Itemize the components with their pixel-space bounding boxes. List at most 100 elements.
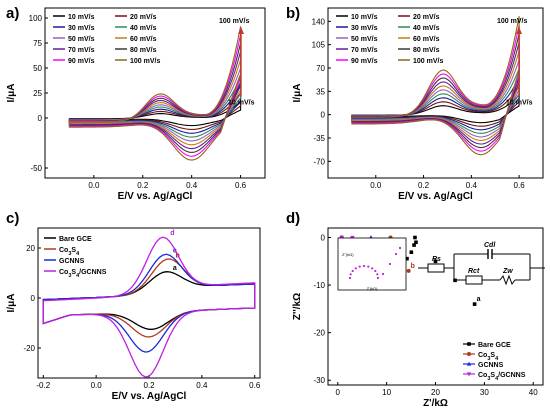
a-annotation-bottom: 10 mV/s: [228, 99, 255, 106]
d-inset-point: [348, 276, 352, 280]
b-xtick-label: 0.2: [418, 181, 430, 190]
d-inset-point: [367, 265, 370, 268]
chart-panel-b: 0.0 0.2 0.4 0.6 -70 -35 0 35 70 105 140 E/V vs. Ag/…: [292, 7, 544, 202]
d-legend-label: GCNNS: [478, 362, 504, 369]
c-curve-label-b: b: [176, 253, 180, 260]
d-inset-point: [381, 272, 385, 276]
d-xaxis-label: Z'/kΩ: [423, 398, 448, 409]
a-ytick-label: 0: [38, 114, 43, 123]
b-annotation-bottom: 10 mV/s: [506, 99, 533, 106]
b-ytick-label: 35: [316, 87, 325, 96]
d-circuit-zw-label: Zw: [502, 268, 513, 275]
d-legend-label: Co3S4: [478, 352, 499, 362]
d-inset-point: [394, 252, 398, 256]
b-ytick-label: -70: [313, 157, 325, 166]
b-yaxis-label: I/μA: [292, 84, 303, 103]
d-point-a: [413, 235, 417, 240]
d-legend-marker: [467, 352, 471, 356]
panel-label-b: b): [286, 5, 300, 22]
d-inset-xlabel: Z'(kΩ): [367, 286, 379, 291]
b-ytick-label: -35: [313, 134, 325, 143]
d-ytick-label: 0: [321, 234, 326, 243]
b-legend-label: 100 mV/s: [413, 58, 443, 65]
b-legend-label: 60 mV/s: [413, 36, 440, 43]
b-legend-label: 70 mV/s: [351, 47, 378, 54]
a-xtick-label: 0.6: [235, 181, 247, 190]
d-inset-point: [371, 267, 374, 270]
panel-label-a: a): [6, 5, 19, 22]
d-xtick-label: 10: [382, 388, 391, 397]
a-plot-frame: [44, 7, 266, 179]
chart-panel-c: -0.2 0.0 0.2 0.4 0.6 -20 0 20 E/V vs. Ag/AgCl I/μ…: [6, 227, 261, 402]
d-legend-label: Bare GCE: [478, 342, 511, 349]
b-xtick-label: 0.0: [370, 181, 382, 190]
b-legend-label: 40 mV/s: [413, 25, 440, 32]
d-point-a: [409, 250, 414, 255]
d-curve-label-b: b: [411, 263, 415, 270]
d-xtick-label: 20: [431, 388, 440, 397]
a-legend-label: 50 mV/s: [68, 36, 95, 43]
a-legend-label: 40 mV/s: [130, 25, 157, 32]
d-inset-point: [376, 276, 380, 280]
panel-label-d: d): [286, 210, 300, 227]
b-plot-frame: [327, 7, 544, 179]
c-curve-label-c: c: [173, 248, 177, 255]
a-legend-label: 80 mV/s: [130, 47, 157, 54]
b-annotation-top: 100 mV/s: [497, 18, 527, 25]
c-xtick-label: 0.4: [196, 381, 208, 390]
d-inset-point: [351, 269, 354, 273]
d-point-b: [406, 268, 411, 273]
a-cv-curve-5: [68, 67, 242, 142]
d-inset-point: [376, 273, 379, 276]
b-ytick-label: 70: [316, 64, 325, 73]
b-xaxis-label: E/V vs. Ag/AgCl: [398, 191, 473, 202]
d-inset-frame: [337, 237, 407, 291]
c-ytick-label: 0: [31, 294, 36, 303]
a-scan-rate-arrowhead: [238, 27, 244, 34]
c-xtick-label: 0.0: [91, 381, 103, 390]
d-inset-point: [362, 264, 366, 268]
b-legend-label: 90 mV/s: [351, 58, 378, 65]
c-legend-label: Co3S4: [59, 247, 80, 257]
c-cv-curve-d: [42, 236, 256, 378]
c-legend-label: Bare GCE: [59, 236, 92, 243]
c-yaxis-label: I/μA: [6, 294, 17, 313]
d-yaxis-label: Z''/kΩ: [292, 293, 303, 320]
c-curve-label-d: d: [170, 230, 174, 237]
d-point-a: [433, 259, 438, 264]
c-curve-label-a: a: [173, 265, 177, 272]
d-legend-marker: [466, 361, 472, 366]
a-xtick-label: 0.4: [186, 181, 198, 190]
d-point-a: [414, 240, 418, 245]
panel-label-c: c): [6, 210, 19, 227]
c-xtick-label: 0.6: [249, 381, 261, 390]
b-ytick-label: 105: [312, 41, 326, 50]
d-circuit-rs: [427, 263, 445, 273]
b-legend-label: 10 mV/s: [351, 14, 378, 21]
a-xaxis-label: E/V vs. Ag/AgCl: [118, 191, 193, 202]
a-ytick-label: 50: [33, 64, 42, 73]
d-circuit-rct: [465, 275, 483, 285]
b-legend-label: 80 mV/s: [413, 47, 440, 54]
d-inset-point: [354, 267, 357, 270]
a-legend-label: 70 mV/s: [68, 47, 95, 54]
c-ytick-label: -20: [23, 344, 35, 353]
c-legend-label: Co3S4/GCNNS: [59, 269, 107, 279]
chart-panel-a: 0.0 0.2 0.4 0.6 -50 0 25 50 75 100 E/V vs. Ag/AgCl…: [6, 7, 266, 202]
b-legend-label: 50 mV/s: [351, 36, 378, 43]
c-xtick-label: -0.2: [36, 381, 50, 390]
a-ytick-label: 25: [33, 89, 42, 98]
d-inset-point: [388, 262, 392, 266]
d-ytick-label: -10: [313, 281, 325, 290]
a-yaxis-label: I/μA: [6, 84, 17, 103]
a-ytick-label: 75: [33, 39, 42, 48]
a-ytick-label: -50: [30, 164, 42, 173]
b-legend-label: 30 mV/s: [351, 25, 378, 32]
d-inset-point: [349, 273, 352, 276]
a-ytick-label: 100: [29, 14, 43, 23]
a-legend-label: 10 mV/s: [68, 14, 95, 21]
d-curve-label-a: a: [477, 296, 481, 303]
d-legend-marker: [467, 342, 471, 346]
